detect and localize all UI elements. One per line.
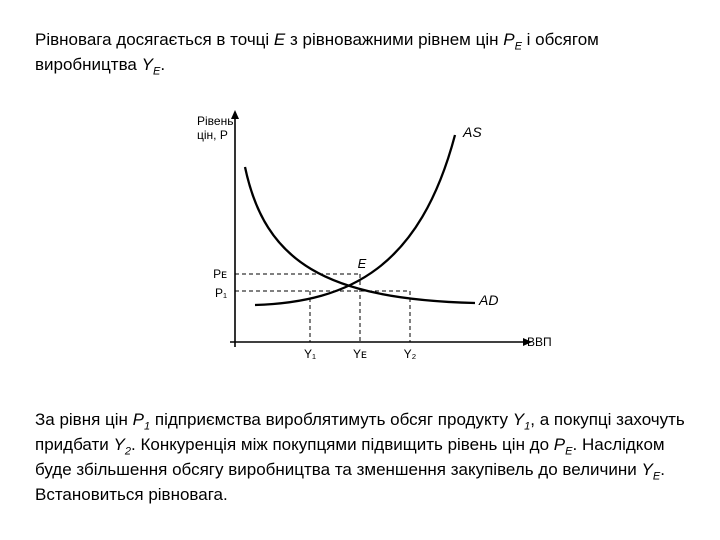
txt: підприємства вироблятимуть обсяг продукт… — [150, 410, 513, 429]
var-PE: PE — [503, 30, 522, 49]
svg-text:P₁: P₁ — [215, 286, 227, 300]
svg-text:Y₁: Y₁ — [304, 347, 316, 361]
var-YE: YE — [642, 460, 661, 479]
var-E: E — [274, 30, 285, 49]
var-YE: YE — [142, 55, 161, 74]
svg-text:AS: AS — [462, 124, 482, 140]
svg-text:E: E — [358, 256, 367, 271]
var-P1: P1 — [133, 410, 151, 429]
svg-text:цін, P: цін, P — [197, 128, 228, 142]
svg-text:AD: AD — [478, 292, 498, 308]
txt: Рівновага досягається в точці — [35, 30, 274, 49]
var-Y1: Y1 — [513, 410, 531, 429]
txt: . — [160, 55, 165, 74]
chart-container: Рівеньцін, P ВВП реал AS AD E Pᴇ P₁ Y₁ Yᴇ Y₂ — [35, 97, 685, 392]
var-PE: PE — [554, 435, 573, 454]
svg-text:Y₂: Y₂ — [404, 347, 417, 361]
svg-text:Yᴇ: Yᴇ — [353, 347, 367, 361]
body-paragraph: За рівня цін P1 підприємства вироблятиму… — [35, 409, 685, 508]
var-Y2: Y2 — [114, 435, 132, 454]
equilibrium-chart: Рівеньцін, P ВВП реал AS AD E Pᴇ P₁ Y₁ Yᴇ Y₂ — [165, 97, 555, 392]
txt: . Конкуренція між покупцями підвищить рі… — [131, 435, 554, 454]
intro-paragraph: Рівновага досягається в точці E з рівнов… — [35, 29, 685, 80]
svg-text:ВВП реал: ВВП реал — [527, 335, 555, 349]
svg-text:Pᴇ: Pᴇ — [213, 267, 227, 281]
txt: За рівня цін — [35, 410, 133, 429]
txt: з рівноважними рівнем цін — [285, 30, 503, 49]
svg-text:Рівень: Рівень — [197, 114, 233, 128]
